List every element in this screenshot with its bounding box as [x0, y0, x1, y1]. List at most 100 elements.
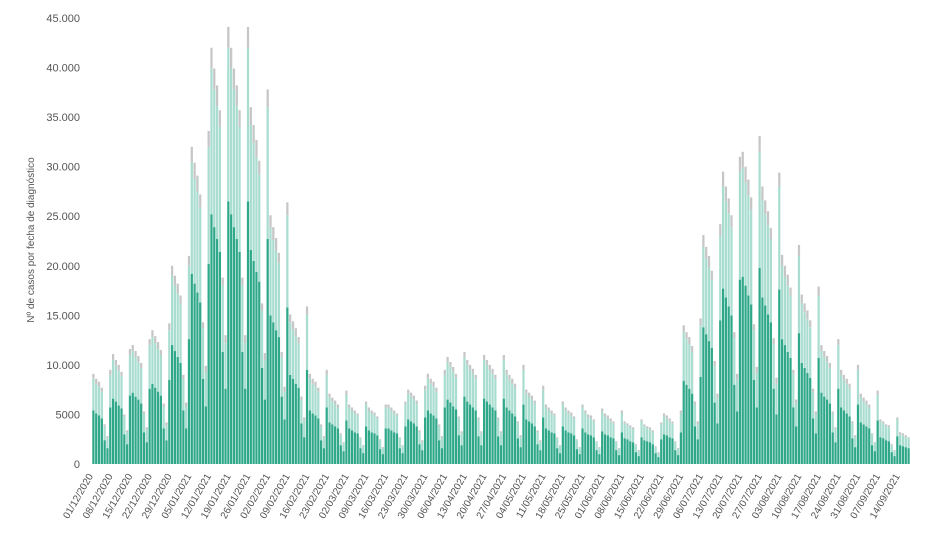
bar-segment — [716, 423, 719, 464]
bar-segment — [215, 239, 219, 464]
bar-segment — [114, 359, 118, 366]
bar-segment — [485, 359, 489, 365]
bar-segment — [120, 408, 123, 464]
bar-segment — [814, 433, 817, 464]
bar-segment — [564, 407, 567, 411]
bar-segment — [244, 343, 247, 389]
bar-segment — [359, 437, 362, 439]
bar-segment — [511, 378, 514, 384]
bar-segment — [159, 354, 162, 396]
bar-segment — [319, 440, 323, 464]
bar-segment — [111, 398, 115, 464]
bar-segment — [207, 130, 210, 147]
bar-segment — [662, 416, 666, 435]
bar-segment — [303, 417, 306, 421]
bar-segment — [381, 448, 385, 455]
bar-segment — [685, 384, 688, 464]
bar-segment — [457, 418, 460, 436]
bar-segment — [193, 283, 196, 464]
bar-segment — [899, 445, 902, 464]
bar-segment — [570, 433, 573, 464]
bar-segment — [544, 404, 548, 408]
bar-segment — [550, 432, 553, 464]
bar-segment — [795, 426, 798, 464]
bar-segment — [637, 450, 640, 452]
bar-segment — [443, 407, 446, 464]
bar-segment — [418, 444, 421, 464]
bar-segment — [505, 407, 508, 464]
bar-segment — [851, 438, 854, 464]
bar-segment — [884, 424, 888, 427]
bar-segment — [713, 402, 716, 464]
bar-segment — [769, 239, 772, 323]
bar-segment — [291, 321, 295, 330]
bar-segment — [730, 215, 733, 228]
bar-segment — [474, 374, 477, 379]
bar-segment — [764, 305, 767, 464]
bar-segment — [210, 47, 213, 69]
bar-segment — [190, 146, 193, 163]
bar-segment — [696, 421, 699, 425]
bar-segment — [603, 413, 607, 417]
bar-segment — [345, 394, 348, 421]
bar-segment — [480, 431, 483, 434]
bar-segment — [660, 424, 663, 440]
bar-segment — [215, 85, 219, 107]
bar-segment — [598, 454, 601, 464]
y-tick-label: 30.000 — [46, 162, 80, 174]
bar-segment — [660, 422, 663, 425]
bar-segment — [170, 275, 174, 346]
bar-segment — [151, 383, 154, 464]
bar-segment — [466, 364, 469, 402]
bar-segment — [387, 404, 390, 408]
bar-segment — [154, 343, 157, 388]
bar-segment — [213, 89, 216, 228]
bar-segment — [176, 283, 179, 294]
bar-segment — [432, 381, 435, 387]
bar-segment — [561, 404, 564, 427]
bar-segment — [300, 423, 303, 464]
bar-segment — [646, 441, 649, 464]
bar-segment — [547, 407, 550, 411]
bar-segment — [721, 171, 725, 187]
bar-segment — [471, 373, 475, 408]
y-tick-label: 25.000 — [46, 211, 80, 223]
bar-segment — [575, 440, 579, 450]
bar-segment — [499, 433, 503, 446]
bar-segment — [179, 295, 182, 304]
bar-segment — [530, 423, 534, 464]
bar-segment — [162, 428, 165, 464]
bar-segment — [870, 434, 874, 446]
bar-segment — [823, 351, 826, 357]
bar-segment — [156, 342, 160, 350]
bar-segment — [148, 339, 151, 346]
bar-segment — [488, 364, 491, 370]
bar-segment — [311, 383, 314, 414]
bar-segment — [648, 427, 652, 430]
bar-segment — [109, 369, 112, 375]
bar-segment — [140, 367, 143, 404]
bar-segment — [230, 68, 233, 215]
bar-segment — [215, 106, 219, 240]
bar-segment — [870, 445, 874, 464]
bar-segment — [716, 398, 719, 424]
bar-segment — [272, 227, 275, 241]
bar-segment — [328, 422, 331, 464]
bar-segment — [185, 406, 188, 429]
bar-segment — [786, 274, 789, 286]
bar-segment — [764, 200, 767, 215]
bar-segment — [811, 391, 815, 419]
bar-segment — [232, 68, 236, 90]
bar-segment — [744, 285, 747, 464]
bar-segment — [783, 345, 787, 464]
bar-segment — [328, 397, 331, 423]
bar-segment — [556, 448, 559, 464]
bar-segment — [165, 440, 168, 464]
bar-segment — [893, 456, 896, 464]
bar-segment — [907, 437, 910, 439]
bar-segment — [111, 353, 115, 360]
bar-segment — [707, 255, 711, 268]
bar-segment — [631, 429, 635, 443]
bar-segment — [755, 372, 758, 408]
